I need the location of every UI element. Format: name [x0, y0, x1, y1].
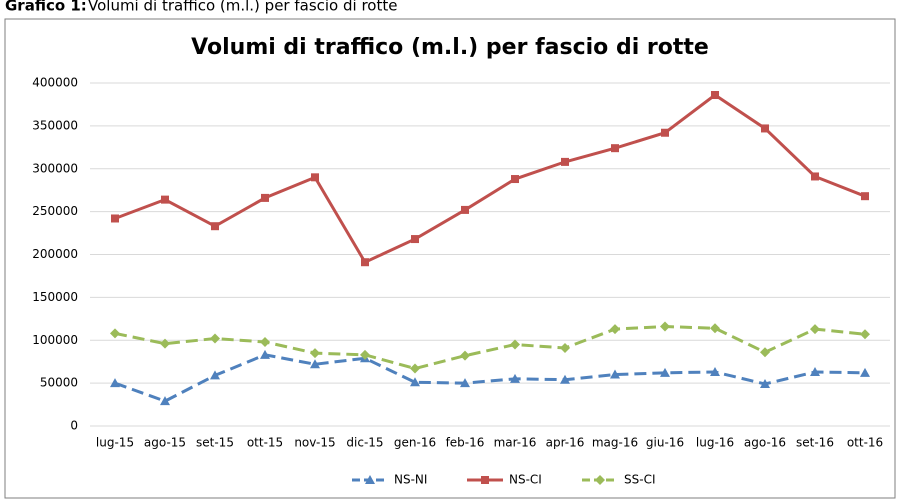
x-tick-label: ago-15	[144, 436, 186, 450]
marker	[110, 378, 120, 388]
marker	[160, 396, 170, 406]
legend-label: SS-CI	[624, 473, 655, 487]
marker	[710, 366, 720, 376]
marker	[711, 91, 719, 100]
marker	[110, 328, 120, 339]
legend-label: NS-NI	[394, 473, 427, 487]
x-tick-label: ott-15	[247, 436, 283, 450]
marker	[310, 348, 320, 359]
marker	[411, 235, 419, 244]
marker	[810, 366, 820, 376]
x-tick-label: set-16	[796, 436, 834, 450]
marker	[310, 359, 320, 369]
x-tick-label: mar-16	[494, 436, 537, 450]
marker	[361, 258, 369, 267]
marker	[210, 370, 220, 380]
marker	[460, 350, 470, 361]
chart-title: Volumi di traffico (m.l.) per fascio di …	[191, 35, 709, 60]
marker	[511, 175, 519, 184]
x-tick-label: apr-16	[546, 436, 585, 450]
marker	[761, 124, 769, 133]
legend-label: NS-CI	[509, 473, 542, 487]
marker	[811, 172, 819, 181]
marker	[160, 338, 170, 349]
y-tick-label: 300000	[32, 161, 78, 175]
y-tick-label: 350000	[32, 118, 78, 132]
y-tick-label: 150000	[32, 290, 78, 304]
marker	[260, 336, 270, 347]
marker	[660, 367, 670, 377]
x-tick-label: giu-16	[646, 436, 684, 450]
caption-label: Grafico 1:	[5, 0, 87, 15]
marker	[460, 378, 470, 388]
series-line	[114, 353, 866, 403]
marker	[710, 323, 720, 334]
y-tick-label: 50000	[40, 376, 78, 390]
marker	[311, 173, 319, 182]
marker	[861, 192, 869, 201]
marker	[510, 339, 520, 350]
marker	[860, 329, 870, 340]
x-tick-label: nov-15	[294, 436, 335, 450]
x-tick-label: mag-16	[592, 436, 638, 450]
y-tick-label: 400000	[32, 76, 78, 90]
marker	[611, 144, 619, 153]
marker	[410, 363, 420, 374]
x-tick-label: ago-16	[744, 436, 786, 450]
marker	[810, 324, 820, 335]
marker	[560, 374, 570, 384]
marker	[560, 342, 570, 353]
marker	[510, 373, 520, 383]
marker	[261, 193, 269, 202]
marker	[211, 222, 219, 231]
marker	[610, 324, 620, 335]
x-tick-label: ott-16	[847, 436, 883, 450]
legend-marker	[595, 475, 605, 485]
y-tick-label: 200000	[32, 247, 78, 261]
x-tick-label: set-15	[196, 436, 234, 450]
x-tick-label: feb-16	[446, 436, 485, 450]
marker	[410, 377, 420, 387]
x-tick-label: lug-16	[696, 436, 734, 450]
marker	[760, 378, 770, 388]
marker	[860, 367, 870, 377]
marker	[260, 349, 270, 359]
marker	[161, 195, 169, 204]
marker	[111, 214, 119, 223]
marker	[561, 157, 569, 166]
legend-marker	[365, 475, 375, 484]
marker	[461, 205, 469, 214]
x-tick-label: gen-16	[394, 436, 436, 450]
marker	[760, 347, 770, 358]
y-tick-label: 0	[70, 419, 78, 433]
marker	[360, 349, 370, 360]
x-tick-label: dic-15	[346, 436, 383, 450]
marker	[610, 369, 620, 379]
y-tick-label: 250000	[32, 204, 78, 218]
legend-marker	[481, 476, 489, 484]
series-line	[114, 93, 866, 265]
marker	[660, 321, 670, 332]
x-tick-label: lug-15	[96, 436, 134, 450]
marker	[661, 128, 669, 137]
y-tick-label: 100000	[32, 333, 78, 347]
caption-text: Volumi di traffico (m.l.) per fascio di …	[88, 0, 397, 15]
series-line	[114, 325, 866, 371]
chart-frame	[4, 18, 896, 499]
marker	[210, 333, 220, 344]
